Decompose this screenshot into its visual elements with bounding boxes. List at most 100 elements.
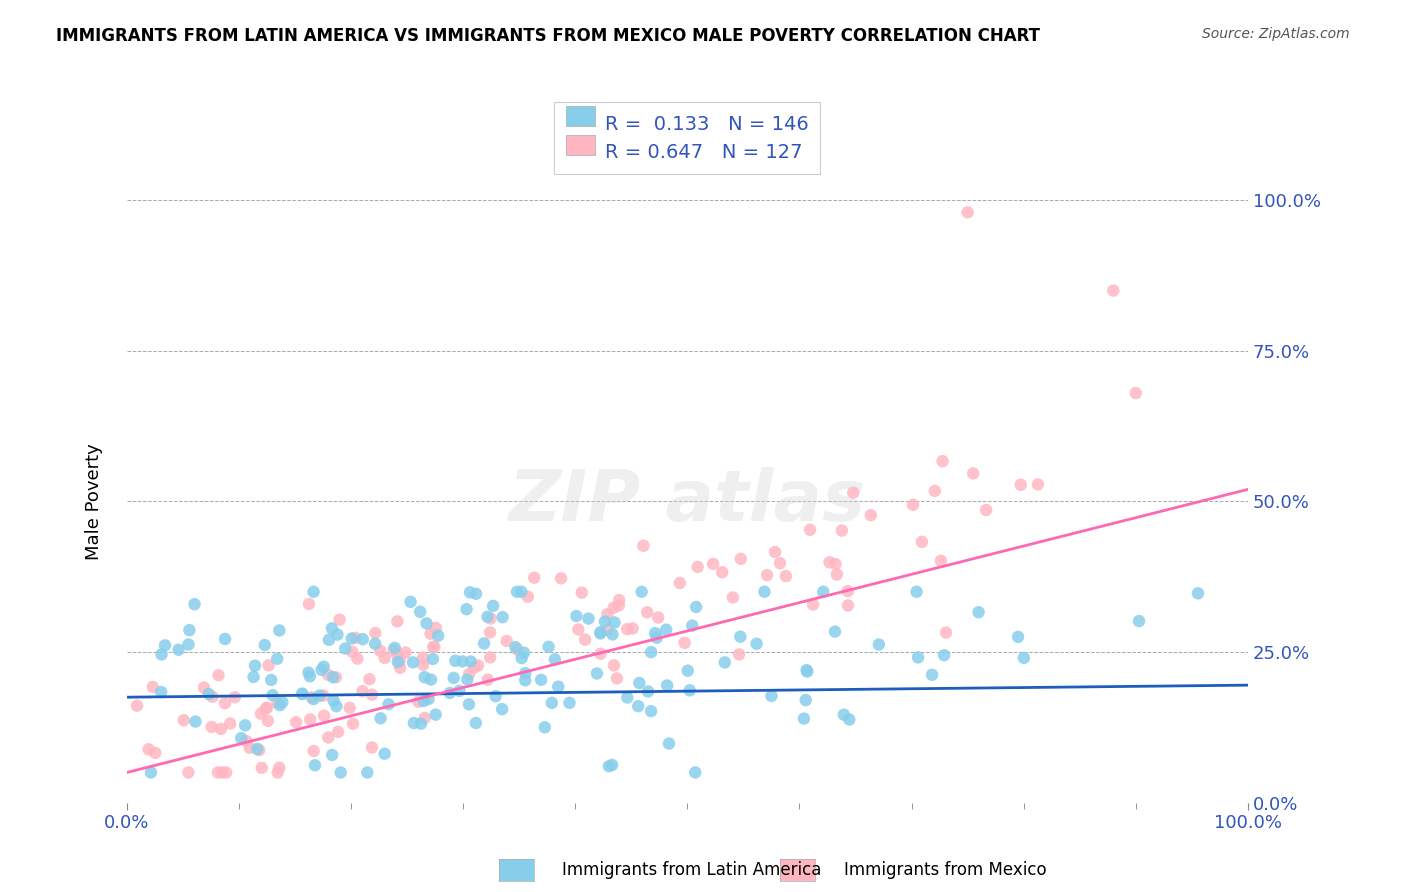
Point xyxy=(427,629,450,643)
Point xyxy=(510,584,533,599)
Point xyxy=(510,651,533,665)
Point xyxy=(253,638,276,652)
Point xyxy=(316,668,339,682)
Point xyxy=(831,524,853,538)
Point xyxy=(1010,478,1032,492)
Point xyxy=(419,626,441,640)
Point xyxy=(387,655,409,669)
Point xyxy=(647,610,669,624)
Point xyxy=(530,673,553,687)
Point xyxy=(420,673,443,687)
Point xyxy=(342,716,364,731)
Point xyxy=(813,584,835,599)
Point xyxy=(233,718,256,732)
Point xyxy=(676,664,699,678)
Point xyxy=(425,621,447,635)
Point xyxy=(523,571,546,585)
Point xyxy=(868,638,890,652)
Point xyxy=(402,716,425,731)
Point xyxy=(837,599,859,613)
Point xyxy=(415,616,437,631)
Point xyxy=(242,670,264,684)
Point xyxy=(824,624,846,639)
Point xyxy=(636,605,658,619)
Point xyxy=(655,623,678,637)
Point xyxy=(262,688,284,702)
Point xyxy=(477,673,499,687)
Text: IMMIGRANTS FROM LATIN AMERICA VS IMMIGRANTS FROM MEXICO MALE POVERTY CORRELATION: IMMIGRANTS FROM LATIN AMERICA VS IMMIGRA… xyxy=(56,27,1040,45)
Point xyxy=(321,621,343,635)
Point xyxy=(250,761,273,775)
Point xyxy=(472,636,495,650)
Point xyxy=(658,737,681,751)
Point xyxy=(150,685,173,699)
Point xyxy=(321,747,343,762)
Point xyxy=(318,632,340,647)
Point xyxy=(409,605,432,619)
Point xyxy=(537,640,560,654)
Point xyxy=(565,609,588,624)
Point xyxy=(558,696,581,710)
Point xyxy=(153,638,176,652)
Point xyxy=(302,744,325,758)
Point xyxy=(477,609,499,624)
Point xyxy=(387,615,409,629)
Point xyxy=(271,695,294,709)
Point xyxy=(422,640,444,654)
Point xyxy=(796,663,818,677)
Point xyxy=(209,722,232,736)
Point xyxy=(352,632,374,647)
Point xyxy=(291,687,314,701)
Point xyxy=(505,640,527,655)
Point xyxy=(479,650,502,665)
Point xyxy=(247,743,270,757)
Point xyxy=(312,689,335,703)
Point xyxy=(515,673,537,688)
Point xyxy=(456,602,478,616)
Point xyxy=(1187,586,1209,600)
Point xyxy=(769,556,792,570)
Point xyxy=(150,648,173,662)
Point xyxy=(326,627,349,641)
Point xyxy=(368,644,391,658)
Point xyxy=(600,758,623,772)
Point xyxy=(177,638,200,652)
Point xyxy=(340,632,363,646)
Point xyxy=(578,611,600,625)
Point xyxy=(297,665,319,680)
Point xyxy=(547,680,569,694)
Point xyxy=(269,698,291,713)
Point xyxy=(325,699,347,714)
Point xyxy=(1026,477,1049,491)
Point xyxy=(967,605,990,619)
Point xyxy=(215,765,238,780)
Point xyxy=(837,584,859,599)
Point xyxy=(412,657,434,672)
Point xyxy=(326,725,349,739)
Point xyxy=(409,716,432,731)
Point xyxy=(567,623,589,637)
Point xyxy=(254,701,277,715)
Point xyxy=(598,759,620,773)
Point xyxy=(412,650,434,665)
Point xyxy=(177,765,200,780)
Point xyxy=(260,673,283,687)
Point xyxy=(352,684,374,698)
Point xyxy=(211,765,233,780)
Point xyxy=(385,648,408,662)
Point xyxy=(443,671,465,685)
Point xyxy=(399,595,422,609)
Point xyxy=(905,584,928,599)
Point xyxy=(384,640,406,655)
Point xyxy=(325,670,347,684)
Point xyxy=(340,645,363,659)
Point xyxy=(593,615,616,629)
Point xyxy=(644,626,666,640)
Point xyxy=(374,651,396,665)
Point xyxy=(201,720,224,734)
Point xyxy=(257,714,280,728)
Y-axis label: Male Poverty: Male Poverty xyxy=(86,443,103,560)
Point xyxy=(291,687,314,701)
Point xyxy=(838,713,860,727)
Point xyxy=(197,687,219,701)
